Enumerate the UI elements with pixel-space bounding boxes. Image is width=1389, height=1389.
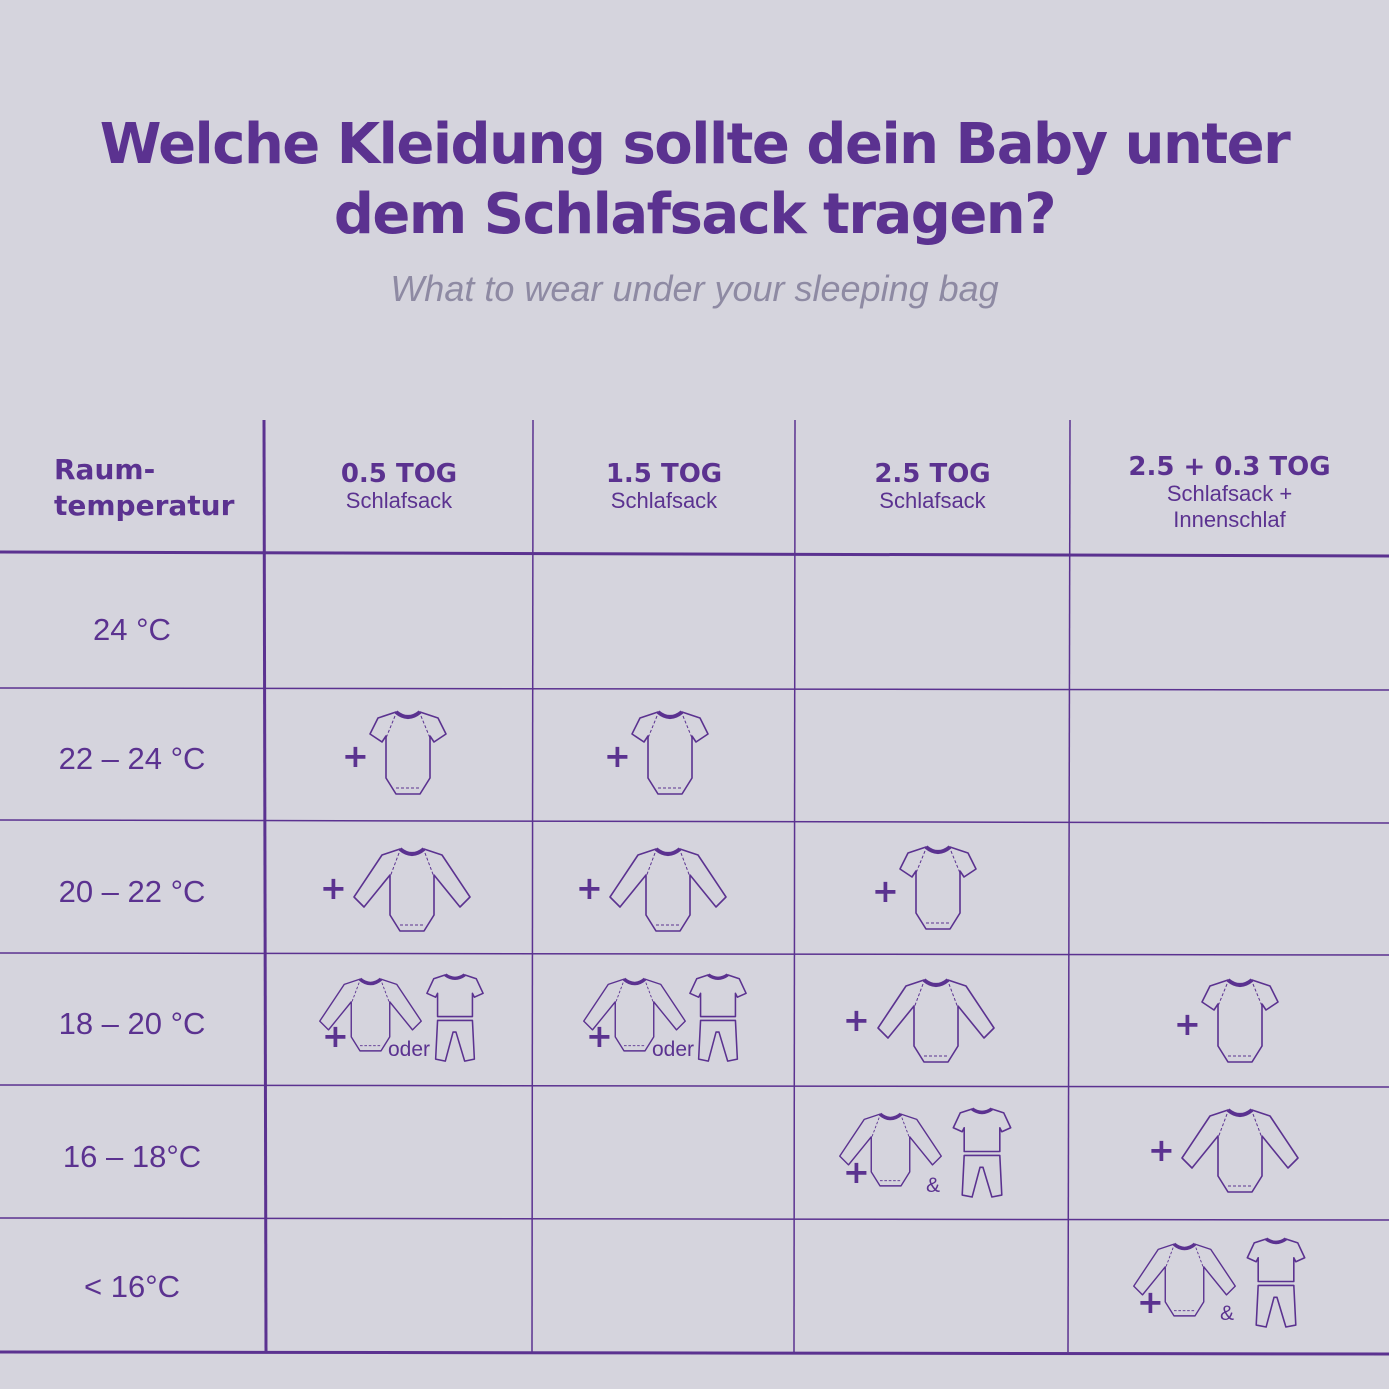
title-line-1: Welche Kleidung sollte dein Baby unter — [99, 112, 1291, 177]
row-temp-3: 20 – 22 °C — [58, 874, 206, 909]
row-temp-5: 16 – 18°C — [62, 1139, 202, 1174]
or-label: oder — [388, 1038, 431, 1061]
plus-symbol: + — [342, 737, 369, 775]
plus-symbol: + — [320, 869, 347, 907]
short-sleeve-bodysuit-icon — [898, 843, 978, 933]
long-sleeve-bodysuit-icon — [876, 976, 996, 1066]
page-title: Welche Kleidung sollte dein Baby unter d… — [0, 110, 1389, 250]
column-header-2: 1.5 TOG Schlafsack — [533, 460, 795, 514]
plus-symbol: + — [586, 1017, 613, 1055]
column-tog: 2.5 TOG — [874, 459, 991, 489]
plus-symbol: + — [576, 869, 603, 907]
title-line-2: dem Schlafsack tragen? — [333, 182, 1057, 247]
plus-symbol: + — [1148, 1131, 1175, 1169]
long-sleeve-bodysuit-icon — [352, 845, 472, 935]
plus-symbol: + — [604, 737, 631, 775]
pyjamas-icon — [688, 972, 748, 1064]
long-sleeve-bodysuit-icon — [608, 845, 728, 935]
column-tog: 1.5 TOG — [605, 459, 723, 489]
plus-symbol: + — [1137, 1283, 1164, 1321]
plus-symbol: + — [843, 1001, 870, 1039]
column-description-line-2: Innenschlaf — [1173, 507, 1286, 532]
row-header-label: Raum- temperatur — [54, 452, 234, 524]
long-sleeve-bodysuit-icon — [1180, 1106, 1300, 1196]
short-sleeve-bodysuit-icon — [1200, 976, 1280, 1066]
or-label: oder — [652, 1038, 695, 1061]
plus-symbol: + — [843, 1153, 870, 1191]
column-tog: 0.5 TOG — [340, 459, 458, 489]
row-temp-2: 22 – 24 °C — [58, 741, 206, 776]
page-subtitle: What to wear under your sleeping bag — [390, 268, 999, 309]
plus-symbol: + — [322, 1017, 349, 1055]
column-header-3: 2.5 TOG Schlafsack — [795, 460, 1070, 514]
pyjamas-icon — [1236, 1236, 1316, 1330]
short-sleeve-bodysuit-icon — [368, 708, 448, 798]
column-header-1: 0.5 TOG Schlafsack — [266, 460, 532, 514]
pyjamas-icon — [425, 972, 485, 1064]
column-description: Schlafsack + — [1166, 481, 1293, 506]
column-tog: 2.5 + 0.3 TOG — [1128, 452, 1331, 482]
plus-symbol: + — [1174, 1005, 1201, 1043]
plus-symbol: + — [872, 872, 899, 910]
row-header-line-1: Raum- — [54, 453, 156, 486]
and-label: & — [926, 1174, 941, 1197]
short-sleeve-bodysuit-icon — [630, 708, 710, 798]
and-label: & — [1220, 1302, 1235, 1325]
column-description: Schlafsack — [610, 488, 718, 513]
row-temp-4: 18 – 20 °C — [58, 1006, 206, 1041]
pyjamas-icon — [942, 1106, 1022, 1200]
row-temp-1: 24 °C — [93, 612, 171, 647]
row-header-line-2: temperatur — [54, 489, 235, 522]
row-temp-6: < 16°C — [84, 1269, 180, 1304]
column-description: Schlafsack — [879, 488, 986, 513]
column-header-4: 2.5 + 0.3 TOG Schlafsack + Innenschlaf — [1070, 453, 1389, 533]
column-description: Schlafsack — [345, 488, 453, 513]
